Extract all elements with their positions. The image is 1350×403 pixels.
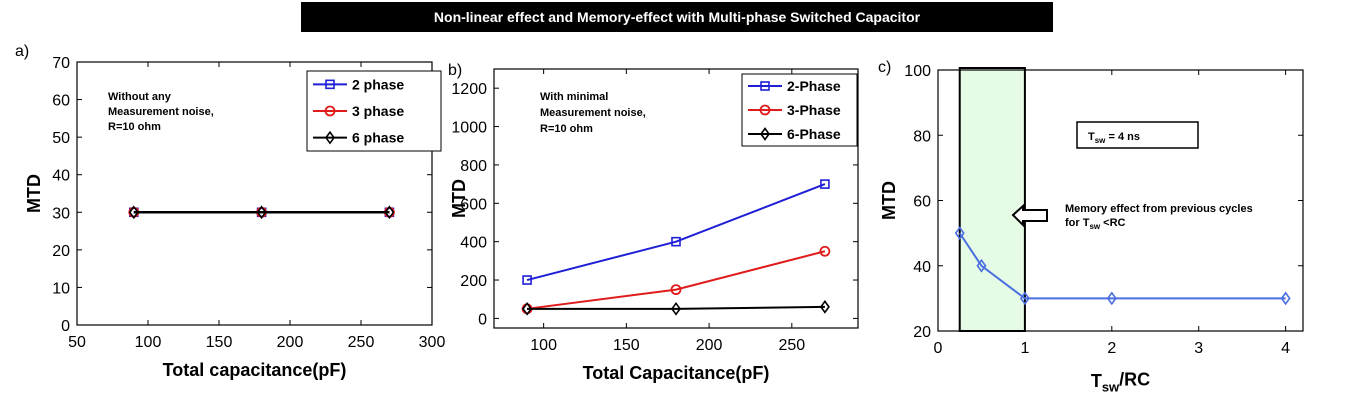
p2-point-2-2 — [819, 300, 830, 314]
p2-y-tick-label-3: 600 — [460, 196, 487, 213]
p1-annotation-line-2: R=10 ohm — [108, 121, 161, 133]
p1-x-tick-label-0: 50 — [68, 334, 86, 351]
p3-shaded-region — [958, 67, 1026, 332]
p1-y-tick-label-6: 60 — [52, 93, 70, 110]
p1-annotation-line-1: Measurement noise, — [108, 106, 214, 118]
p2-y-tick-label-4: 800 — [460, 158, 487, 175]
p2-x-tick-label-1: 150 — [613, 337, 640, 354]
p2-legend-label-0: 2-Phase — [787, 78, 841, 94]
p1-annotation-line-0: Without any — [108, 91, 172, 103]
p2-point-0-1 — [671, 236, 681, 247]
p1-y-tick-label-0: 0 — [61, 318, 70, 335]
p2-point-2-1 — [671, 301, 681, 316]
p2-series-line-0 — [526, 183, 826, 282]
p2-legend-label-1: 3-Phase — [787, 102, 841, 118]
p2-legend-marker-0 — [760, 81, 770, 91]
p1-x-tick-label-4: 250 — [348, 334, 375, 351]
p1-legend-label-0: 2 phase — [352, 76, 404, 92]
p2-series-line-2 — [527, 305, 825, 310]
p1-y-tick-label-5: 50 — [52, 130, 70, 147]
p1-legend-label-2: 6 phase — [352, 130, 404, 146]
p2-annotation-line-0: With minimal — [540, 91, 608, 103]
p3-x-axis-label: Tsw/RC — [1091, 369, 1150, 394]
p2-point-1-1 — [670, 284, 682, 296]
p3-arrow-shape — [1011, 203, 1048, 228]
p3-x-tick-label-4: 4 — [1281, 340, 1290, 357]
p2-y-tick-label-0: 0 — [478, 311, 487, 328]
p2-panel-label: b) — [448, 62, 462, 79]
p2-annotation-line-1: Measurement noise, — [540, 107, 646, 119]
figure-title: Non-linear effect and Memory-effect with… — [301, 2, 1053, 32]
p3-y-tick-label-4: 100 — [904, 63, 931, 80]
p2-y-tick-label-1: 200 — [460, 273, 487, 290]
p3-series-line-0 — [958, 232, 1286, 300]
p1-y-axis-label: MTD — [24, 174, 44, 213]
p3-x-tick-label-0: 0 — [934, 340, 943, 357]
p2-x-axis-label: Total Capacitance(pF) — [583, 363, 770, 383]
p3-point-0-1 — [976, 258, 987, 273]
p3-x-tick-label-1: 1 — [1020, 340, 1029, 357]
p3-panel-label: c) — [878, 59, 891, 76]
p2-legend-marker-1 — [759, 104, 771, 116]
p1-panel-label: a) — [15, 43, 29, 60]
p1-y-tick-label-7: 70 — [52, 55, 70, 72]
p1-y-tick-label-1: 10 — [52, 280, 70, 297]
p3-point-0-3 — [1106, 291, 1117, 306]
p1-y-tick-label-3: 30 — [52, 205, 70, 222]
p3-point-0-2 — [1019, 291, 1030, 306]
p2-y-tick-label-6: 1200 — [451, 81, 487, 98]
p1-x-axis-label: Total capacitance(pF) — [163, 360, 347, 380]
p2-legend-marker-2 — [760, 127, 770, 141]
p1-legend-marker-1 — [324, 105, 336, 117]
p3-y-tick-label-3: 80 — [913, 128, 931, 145]
p1-y-tick-label-4: 40 — [52, 168, 70, 185]
p1-x-tick-label-2: 150 — [206, 334, 233, 351]
p1-point-2-2 — [384, 205, 395, 220]
p3-y-tick-label-1: 40 — [913, 259, 931, 276]
p2-point-1-2 — [819, 245, 831, 257]
p2-point-0-0 — [522, 275, 532, 285]
p1-y-tick-label-2: 20 — [52, 243, 70, 260]
p3-x-tick-label-2: 2 — [1107, 340, 1116, 357]
p1-axes-box — [76, 61, 433, 326]
p3-point-0-4 — [1280, 291, 1291, 306]
p1-legend-label-1: 3 phase — [352, 103, 404, 119]
p1-x-tick-label-3: 200 — [277, 334, 304, 351]
p3-info-box — [1076, 121, 1199, 149]
p1-x-tick-label-1: 100 — [135, 334, 162, 351]
p2-point-2-0 — [522, 301, 533, 316]
p1-point-2-0 — [128, 205, 139, 220]
p3-point-0-0 — [954, 226, 965, 240]
p1-point-2-1 — [256, 205, 267, 220]
p3-arrow-annotation-line-0: Memory effect from previous cycles — [1065, 203, 1253, 215]
p3-y-tick-label-0: 20 — [913, 324, 931, 341]
p2-x-tick-label-3: 250 — [778, 337, 805, 354]
p3-arrow-annotation-line-1: for Tsw <RC — [1065, 217, 1126, 231]
p3-x-tick-label-3: 3 — [1194, 340, 1203, 357]
p2-point-0-2 — [820, 179, 830, 189]
p2-y-tick-label-5: 1000 — [451, 120, 487, 137]
p2-y-axis-label: MTD — [449, 179, 469, 218]
p2-series-line-1 — [526, 250, 826, 310]
p1-legend-marker-2 — [325, 130, 335, 145]
p2-x-tick-label-0: 100 — [530, 337, 557, 354]
p2-x-tick-label-2: 200 — [696, 337, 723, 354]
p2-y-tick-label-2: 400 — [460, 235, 487, 252]
p3-info-box-text: Tsw = 4 ns — [1088, 131, 1140, 145]
p3-y-axis-label: MTD — [879, 181, 899, 220]
p2-legend-label-2: 6-Phase — [787, 126, 841, 142]
p2-axes-box — [493, 68, 859, 329]
p3-y-tick-label-2: 60 — [913, 194, 931, 211]
p2-annotation-line-2: R=10 ohm — [540, 123, 593, 135]
p1-x-tick-label-5: 300 — [419, 334, 446, 351]
p1-legend-marker-0 — [325, 79, 335, 90]
